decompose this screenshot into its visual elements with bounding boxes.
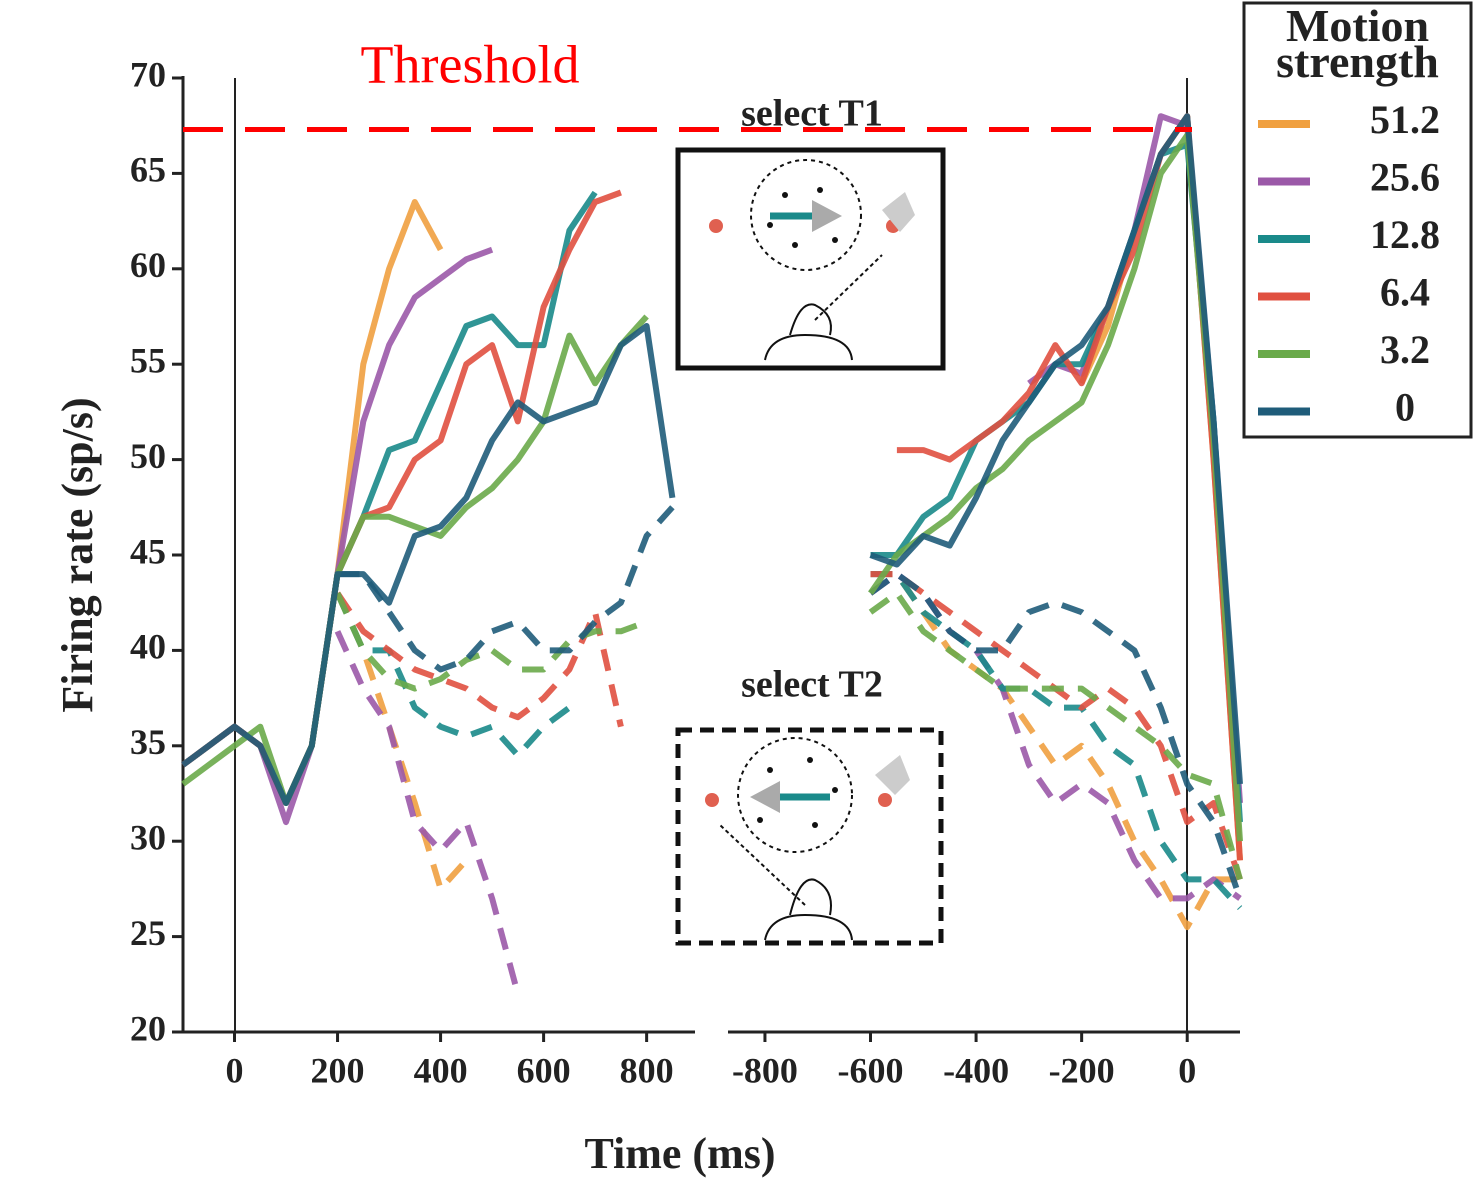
legend-label: 51.2 (1370, 97, 1440, 142)
annotation: select T2 (741, 664, 883, 706)
series-line-dashed (334, 630, 521, 995)
series-line (181, 246, 494, 826)
threshold-label: Threshold (361, 34, 580, 94)
inset-t1 (675, 147, 946, 371)
y-tick-label: 55 (130, 340, 166, 380)
legend-label: 12.8 (1370, 212, 1440, 257)
series-line (896, 113, 1243, 861)
y-tick-label: 65 (130, 150, 166, 190)
legend-label: 3.2 (1380, 327, 1430, 372)
legend-label: 6.4 (1380, 270, 1430, 315)
inset-t2 (675, 727, 944, 946)
x-tick-label: 200 (311, 1050, 365, 1090)
series-line (1027, 113, 1243, 804)
x-tick-label: 400 (414, 1050, 468, 1090)
y-tick-label: 50 (130, 436, 166, 476)
y-axis-label: Firing rate (sp/s) (53, 397, 102, 712)
y-tick-label: 40 (130, 627, 166, 667)
x-tick-label: -400 (943, 1050, 1009, 1090)
legend-entries: 51.2 25.6 12.8 6.4 3.2 0 (1258, 97, 1440, 430)
series-line-dashed (870, 571, 1240, 931)
series-line-dashed (335, 591, 624, 728)
legend-title: Motion strength (1276, 0, 1439, 87)
series-line (181, 323, 676, 806)
series-line-dashed (334, 591, 572, 759)
x-tick-label: 0 (226, 1050, 244, 1090)
series-line-dashed (868, 590, 1243, 881)
x-tick-label: -600 (838, 1050, 904, 1090)
series-line (181, 199, 444, 806)
x-tick-label: 800 (620, 1050, 674, 1090)
legend-label: 25.6 (1370, 155, 1440, 200)
y-tick-label: 20 (130, 1008, 166, 1048)
x-axis-label: Time (ms) (584, 1129, 775, 1178)
series-line (181, 190, 598, 806)
y-tick-label: 60 (130, 245, 166, 285)
y-tick-label: 25 (130, 913, 166, 953)
series-line-dashed (868, 571, 1243, 900)
series-line-dashed (870, 571, 1243, 911)
y-tick-label: 35 (130, 722, 166, 762)
y-tick-label: 70 (130, 54, 166, 94)
series-line (181, 189, 622, 806)
legend (1242, 1, 1473, 439)
plot-lines (181, 113, 1243, 995)
x-tick-label: -200 (1049, 1050, 1115, 1090)
y-tick-label: 30 (130, 817, 166, 857)
legend-label: 0 (1395, 385, 1415, 430)
series-line-dashed (337, 505, 675, 673)
y-tick-label: 45 (130, 531, 166, 571)
series-line-dashed (334, 591, 648, 692)
x-tick-label: -800 (732, 1050, 798, 1090)
x-tick-label: 0 (1178, 1050, 1196, 1090)
series-line (868, 132, 1243, 842)
x-tick-label: 600 (517, 1050, 571, 1090)
series-line (181, 314, 649, 806)
